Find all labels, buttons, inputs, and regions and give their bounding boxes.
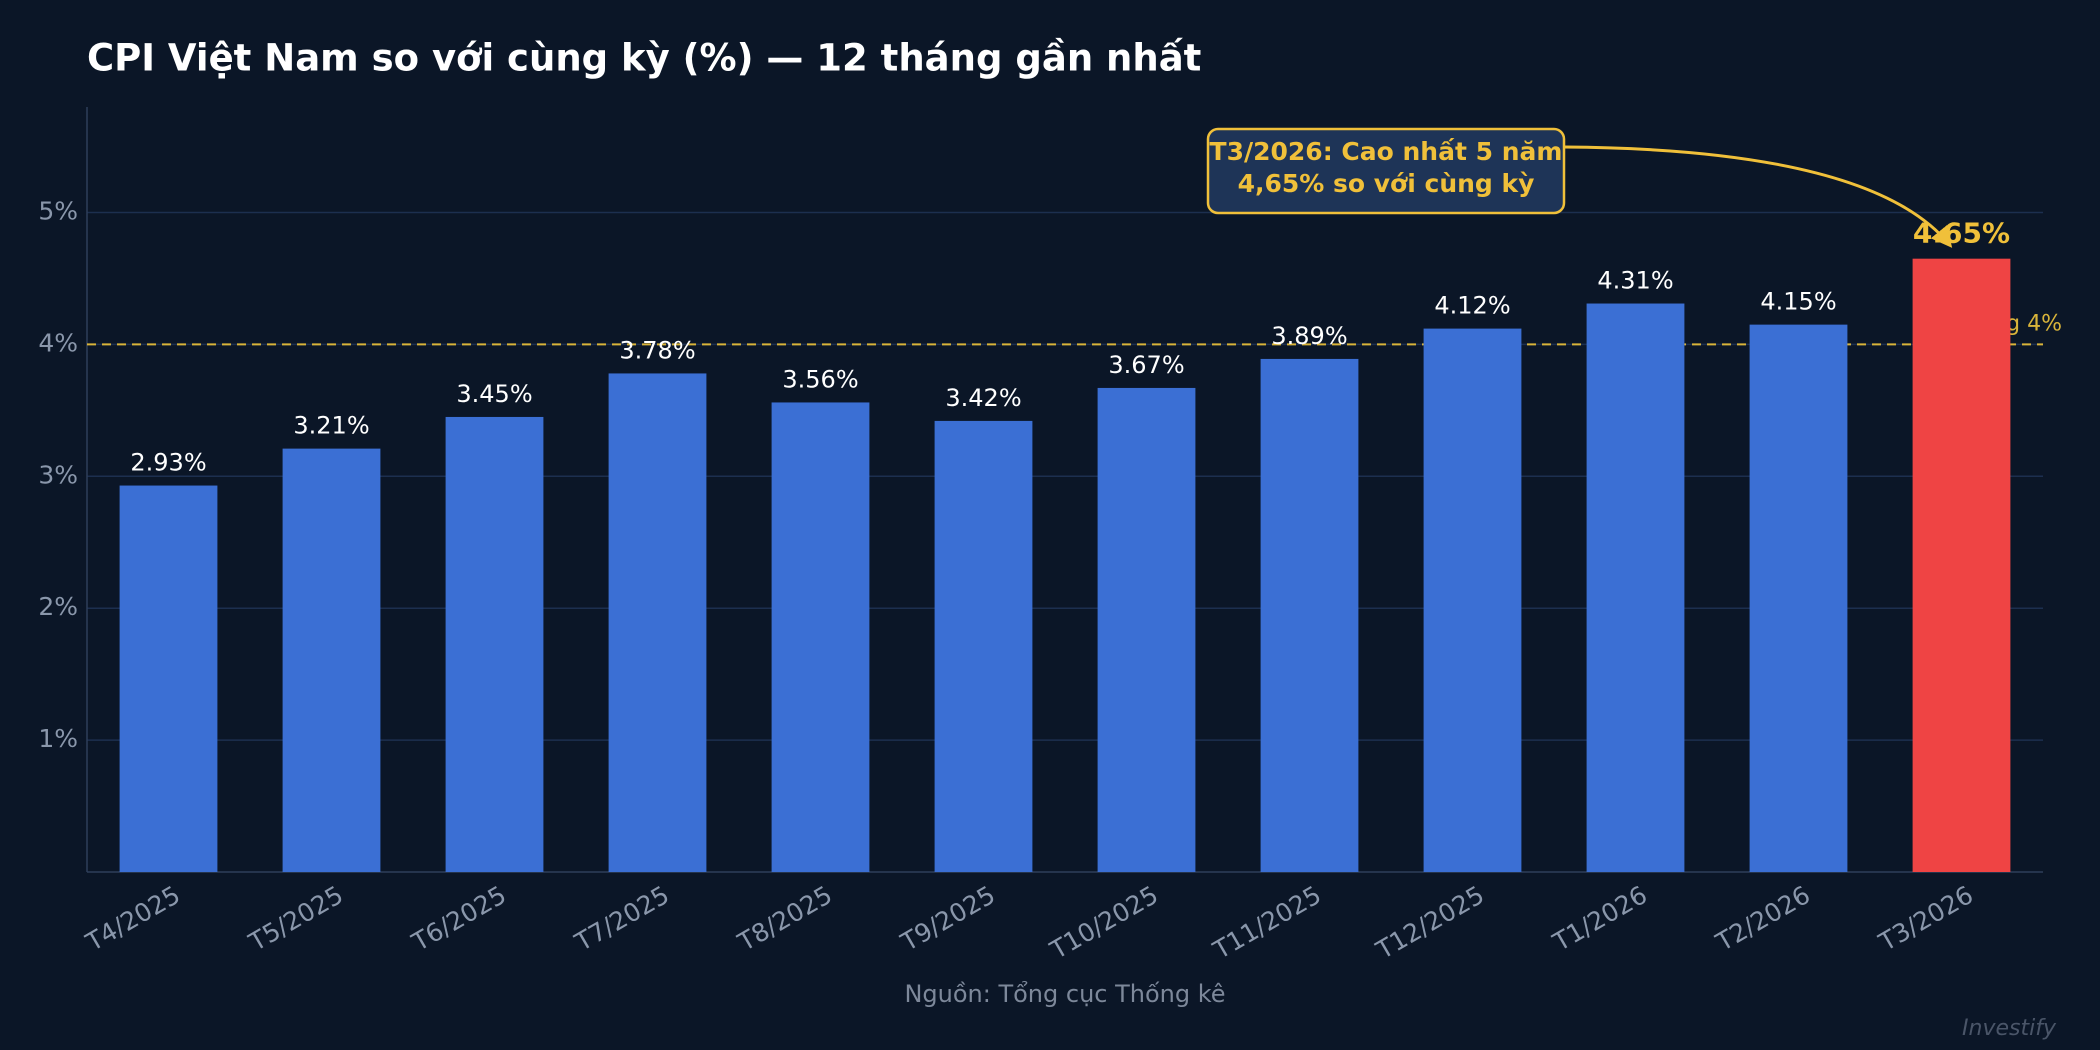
bar — [1912, 258, 2011, 872]
bar — [1260, 358, 1359, 872]
y-tick-label: 1% — [38, 724, 78, 753]
value-label: 3.42% — [945, 384, 1021, 412]
watermark: Investify — [1962, 1016, 2057, 1041]
value-label: 3.89% — [1271, 322, 1347, 350]
bar — [1586, 303, 1685, 872]
value-label: 4.31% — [1597, 267, 1673, 295]
value-label: 3.56% — [782, 365, 858, 393]
annotation-box — [1206, 127, 1566, 215]
value-label: 3.67% — [1108, 351, 1184, 379]
bar — [608, 373, 707, 872]
value-label: 3.78% — [619, 336, 695, 364]
bar — [1423, 328, 1522, 873]
y-tick-label: 2% — [38, 592, 78, 621]
y-tick-label: 3% — [38, 460, 78, 489]
bar — [771, 402, 870, 872]
annotation-text: 4,65% so với cùng kỳ — [1238, 169, 1535, 198]
bar — [1097, 387, 1196, 872]
chart-title: CPI Việt Nam so với cùng kỳ (%) — 12 thá… — [87, 37, 1201, 80]
value-label: 3.21% — [293, 412, 369, 440]
bar — [119, 485, 218, 872]
bar — [934, 420, 1033, 872]
value-label: 4.65% — [1913, 217, 2010, 250]
value-label: 3.45% — [456, 380, 532, 408]
y-tick-label: 5% — [38, 197, 78, 226]
bar — [282, 448, 381, 872]
y-tick-label: 4% — [38, 328, 78, 357]
source: Nguồn: Tổng cục Thống kê — [904, 980, 1225, 1008]
value-label: 4.15% — [1760, 288, 1836, 316]
value-label: 4.12% — [1434, 292, 1510, 320]
value-label: 2.93% — [130, 449, 206, 477]
bar — [445, 416, 544, 872]
bar — [1749, 324, 1848, 873]
annotation-arrow — [1563, 145, 1953, 248]
annotation-text: T3/2026: Cao nhất 5 năm — [1210, 137, 1563, 166]
